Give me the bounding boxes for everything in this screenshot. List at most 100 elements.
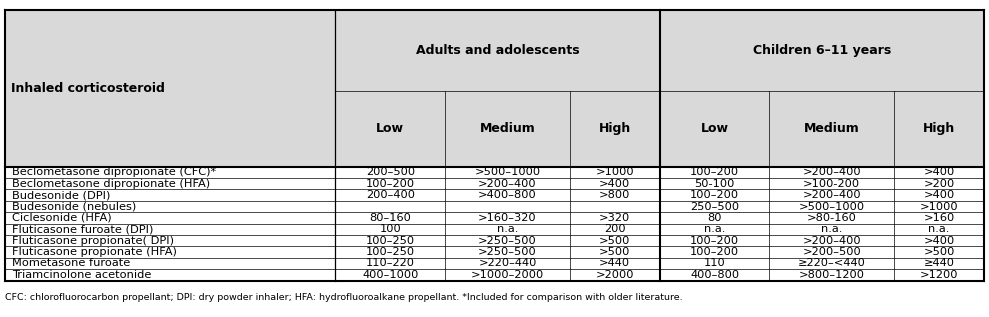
Text: 250–500: 250–500 (690, 202, 739, 211)
Bar (5, 258, 335, 269)
Text: >1000: >1000 (920, 202, 958, 211)
Bar (660, 178, 769, 190)
Text: >80-160: >80-160 (807, 213, 856, 223)
Text: n.a.: n.a. (929, 224, 949, 234)
Bar (894, 235, 984, 246)
Text: Triamcinolone acetonide: Triamcinolone acetonide (12, 270, 151, 280)
Bar (570, 235, 660, 246)
Text: 80: 80 (707, 213, 722, 223)
Text: Children 6–11 years: Children 6–11 years (753, 44, 891, 57)
Bar (335, 190, 445, 201)
Bar (5, 10, 335, 167)
Text: Mometasone furoate: Mometasone furoate (12, 258, 131, 268)
Bar (769, 223, 894, 235)
Text: 100–200: 100–200 (690, 190, 739, 200)
Text: Beclometasone dipropionate (CFC)*: Beclometasone dipropionate (CFC)* (12, 167, 216, 178)
Text: Budesonide (nebules): Budesonide (nebules) (12, 202, 136, 211)
Text: 100: 100 (380, 224, 402, 234)
Text: >200: >200 (924, 179, 954, 189)
Text: 100–200: 100–200 (690, 167, 739, 178)
Text: >500: >500 (599, 236, 630, 246)
Text: >100-200: >100-200 (803, 179, 860, 189)
Bar (894, 201, 984, 212)
Text: 110–220: 110–220 (366, 258, 414, 268)
Bar (894, 167, 984, 178)
Text: >160: >160 (924, 213, 954, 223)
Text: ≥440: ≥440 (924, 258, 954, 268)
Text: High: High (923, 122, 955, 135)
Text: >400–800: >400–800 (478, 190, 537, 200)
Bar (335, 10, 660, 91)
Text: >400: >400 (924, 167, 954, 178)
Bar (335, 178, 445, 190)
Bar (660, 190, 769, 201)
Bar (660, 258, 769, 269)
Text: Beclometasone dipropionate (HFA): Beclometasone dipropionate (HFA) (12, 179, 210, 189)
Text: >800: >800 (599, 190, 630, 200)
Bar (660, 10, 984, 91)
Text: >400: >400 (599, 179, 630, 189)
Text: >500: >500 (599, 247, 630, 257)
Text: >500–1000: >500–1000 (799, 202, 864, 211)
Bar (769, 91, 894, 167)
Bar (445, 190, 570, 201)
Bar (335, 235, 445, 246)
Bar (5, 201, 335, 212)
Bar (894, 212, 984, 223)
Text: >200–400: >200–400 (802, 167, 861, 178)
Text: Low: Low (376, 122, 405, 135)
Bar (769, 235, 894, 246)
Text: Adults and adolescents: Adults and adolescents (415, 44, 580, 57)
Text: >220–440: >220–440 (479, 258, 537, 268)
Bar (769, 190, 894, 201)
Text: n.a.: n.a. (821, 224, 843, 234)
Bar (5, 167, 335, 178)
Text: 80–160: 80–160 (369, 213, 411, 223)
Bar (570, 190, 660, 201)
Text: Medium: Medium (804, 122, 859, 135)
Bar (894, 190, 984, 201)
Bar (570, 223, 660, 235)
Text: >500: >500 (924, 247, 954, 257)
Bar (660, 235, 769, 246)
Bar (445, 167, 570, 178)
Bar (570, 91, 660, 167)
Bar (660, 167, 769, 178)
Bar (445, 223, 570, 235)
Bar (445, 212, 570, 223)
Text: >200–400: >200–400 (802, 236, 861, 246)
Bar (5, 246, 335, 258)
Bar (894, 178, 984, 190)
Bar (5, 190, 335, 201)
Text: >1000–2000: >1000–2000 (471, 270, 544, 280)
Bar (5, 235, 335, 246)
Text: >400: >400 (924, 236, 954, 246)
Text: Fluticasone furoate (DPI): Fluticasone furoate (DPI) (12, 224, 153, 234)
Text: Ciclesonide (HFA): Ciclesonide (HFA) (12, 213, 112, 223)
Bar (894, 269, 984, 281)
Text: Low: Low (700, 122, 729, 135)
Text: >320: >320 (599, 213, 630, 223)
Text: High: High (598, 122, 631, 135)
Bar (769, 201, 894, 212)
Bar (5, 178, 335, 190)
Text: >200–500: >200–500 (802, 247, 861, 257)
Text: >440: >440 (599, 258, 630, 268)
Bar (894, 223, 984, 235)
Bar (335, 269, 445, 281)
Bar (769, 178, 894, 190)
Bar (445, 201, 570, 212)
Text: 200–400: 200–400 (366, 190, 414, 200)
Bar (660, 201, 769, 212)
Bar (660, 269, 769, 281)
Bar (335, 167, 445, 178)
Text: >1200: >1200 (920, 270, 958, 280)
Bar (335, 223, 445, 235)
Bar (570, 178, 660, 190)
Bar (570, 167, 660, 178)
Bar (445, 235, 570, 246)
Bar (894, 91, 984, 167)
Bar (660, 212, 769, 223)
Text: >250–500: >250–500 (478, 247, 537, 257)
Text: Fluticasone propionate( DPI): Fluticasone propionate( DPI) (12, 236, 174, 246)
